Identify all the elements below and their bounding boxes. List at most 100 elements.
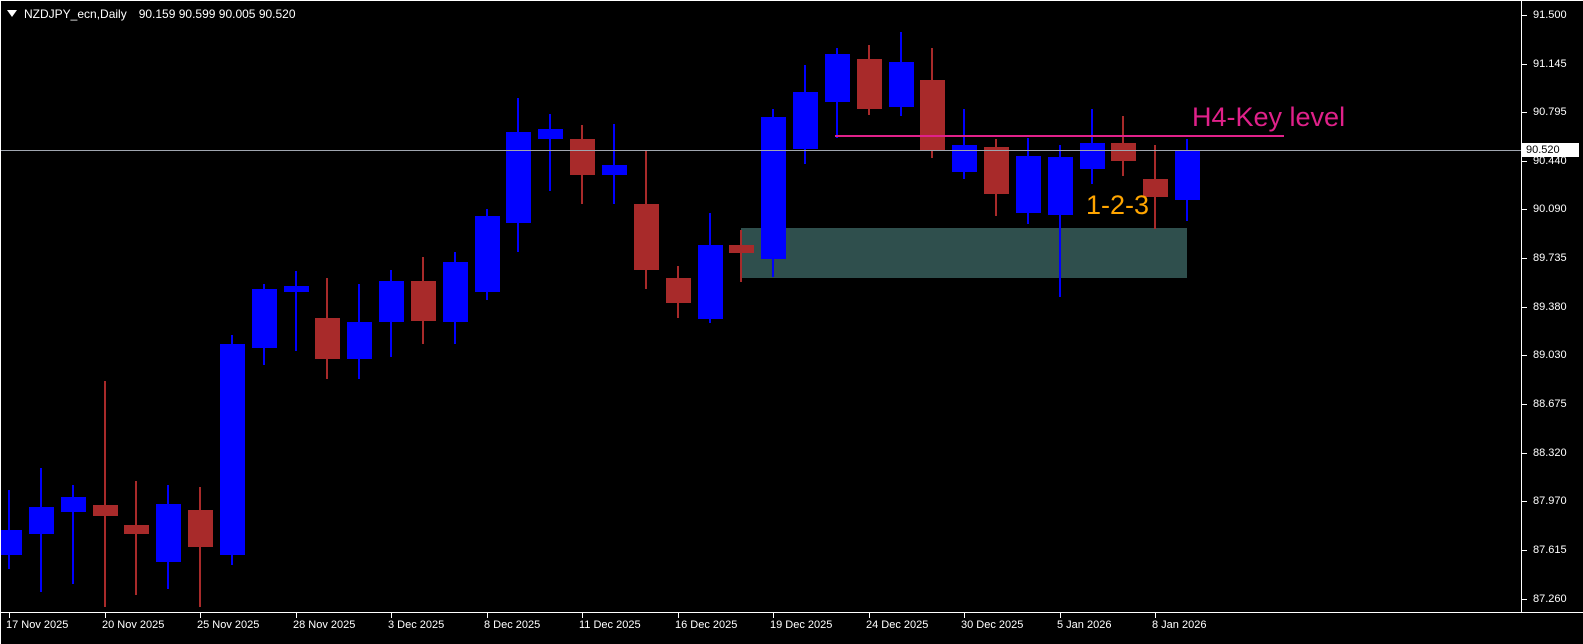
candle-bull: [60, 497, 86, 513]
ohlc-readout: 90.159 90.599 90.005 90.520: [138, 6, 296, 21]
time-tick: [773, 613, 774, 618]
candle-bear: [124, 524, 150, 535]
candle-bull: [538, 129, 564, 139]
price-tick-label: 87.260: [1533, 593, 1567, 605]
symbol-dropdown-icon[interactable]: [7, 10, 17, 18]
candle-bull: [602, 165, 627, 175]
candle-bull: [1175, 150, 1201, 200]
time-tick: [1155, 613, 1156, 618]
candle-bull: [283, 286, 309, 292]
candle-bear: [633, 203, 659, 270]
candle-bull: [219, 344, 245, 555]
candle-bear: [92, 505, 118, 517]
time-tick-label: 17 Nov 2025: [6, 619, 69, 631]
candle-wick: [549, 114, 552, 192]
candle-bear: [729, 245, 755, 254]
price-tick-label: 91.500: [1533, 9, 1567, 21]
price-axis-separator: [1521, 1, 1522, 612]
time-tick-label: 3 Dec 2025: [388, 619, 445, 631]
time-tick: [964, 613, 965, 618]
candle-wick: [135, 480, 138, 595]
candle-bull: [1015, 155, 1041, 214]
price-tick-label: 87.970: [1533, 495, 1567, 507]
candle-wick: [199, 487, 201, 608]
pattern-label[interactable]: 1-2-3: [1086, 190, 1150, 220]
time-tick-label: 5 Jan 2026: [1057, 619, 1112, 631]
candle-bear: [665, 278, 691, 303]
price-tick: [1522, 112, 1527, 113]
price-tick-label: 90.795: [1533, 106, 1567, 118]
price-tick-label: 90.440: [1533, 155, 1567, 167]
time-tick-label: 20 Nov 2025: [102, 619, 165, 631]
candle-bull: [474, 216, 500, 292]
chart-title-bar: NZDJPY_ecn,Daily 90.159 90.599 90.005 90.…: [7, 6, 296, 21]
current-price-line: [1, 150, 1521, 151]
price-tick-label: 91.145: [1533, 58, 1567, 70]
price-tick: [1522, 307, 1527, 308]
candle-bear: [856, 59, 882, 109]
time-tick: [9, 613, 10, 618]
candle-bear: [1143, 178, 1169, 197]
candle-wick: [613, 123, 615, 204]
candle-bull: [824, 53, 850, 102]
price-tick-label: 88.675: [1533, 398, 1567, 410]
time-tick-label: 16 Dec 2025: [675, 619, 738, 631]
candle-bear: [570, 139, 596, 175]
candle-bear: [984, 147, 1009, 194]
supply-zone-rectangle[interactable]: [741, 228, 1187, 278]
time-tick-label: 28 Nov 2025: [293, 619, 356, 631]
candle-bull: [1047, 156, 1073, 215]
price-tick: [1522, 64, 1527, 65]
time-tick-label: 19 Dec 2025: [770, 619, 833, 631]
candle-bull: [379, 280, 405, 323]
candle-bull: [251, 289, 277, 349]
key-level-label[interactable]: H4-Key level: [1192, 102, 1346, 132]
time-tick-label: 8 Jan 2026: [1152, 619, 1207, 631]
candle-bull: [156, 504, 182, 562]
price-tick-label: 89.380: [1533, 301, 1567, 313]
time-tick: [1060, 613, 1061, 618]
key-level-line[interactable]: [835, 135, 1284, 137]
time-tick: [678, 613, 679, 618]
candle-wick: [8, 490, 10, 569]
price-tick-label: 89.735: [1533, 252, 1567, 264]
candle-bull: [347, 322, 373, 360]
candle-bull: [793, 92, 818, 149]
time-tick-label: 11 Dec 2025: [579, 619, 641, 631]
time-tick: [296, 613, 297, 618]
time-tick: [582, 613, 583, 618]
candle-bull: [28, 506, 54, 535]
price-tick-label: 90.090: [1533, 203, 1567, 215]
time-axis-separator: [1, 612, 1583, 613]
time-tick-label: 25 Nov 2025: [197, 619, 260, 631]
candle-bear: [920, 79, 946, 150]
time-tick: [105, 613, 106, 618]
price-tick: [1522, 258, 1527, 259]
chart-plot-area[interactable]: H4-Key level 1-2-3: [1, 1, 1521, 612]
candle-bull: [1079, 143, 1105, 170]
candle-bear: [315, 318, 341, 360]
time-tick: [487, 613, 488, 618]
candle-bull: [506, 132, 532, 223]
candle-bull: [888, 61, 914, 108]
time-tick: [391, 613, 392, 618]
candle-bull: [442, 261, 468, 323]
candle-wick: [963, 108, 966, 179]
price-tick: [1522, 404, 1527, 405]
price-tick: [1522, 15, 1527, 16]
candle-bull: [761, 116, 787, 259]
price-tick-label: 88.320: [1533, 447, 1567, 459]
time-tick-label: 8 Dec 2025: [484, 619, 541, 631]
time-tick-label: 24 Dec 2025: [866, 619, 929, 631]
price-tick: [1522, 355, 1527, 356]
time-tick: [869, 613, 870, 618]
candle-bear: [1111, 143, 1137, 161]
price-tick: [1522, 550, 1527, 551]
price-tick-label: 89.030: [1533, 349, 1567, 361]
price-tick: [1522, 599, 1527, 600]
candle-bear: [188, 509, 213, 547]
price-tick-label: 87.615: [1533, 544, 1567, 556]
candle-bull: [1, 530, 22, 555]
candle-wick: [294, 271, 297, 352]
